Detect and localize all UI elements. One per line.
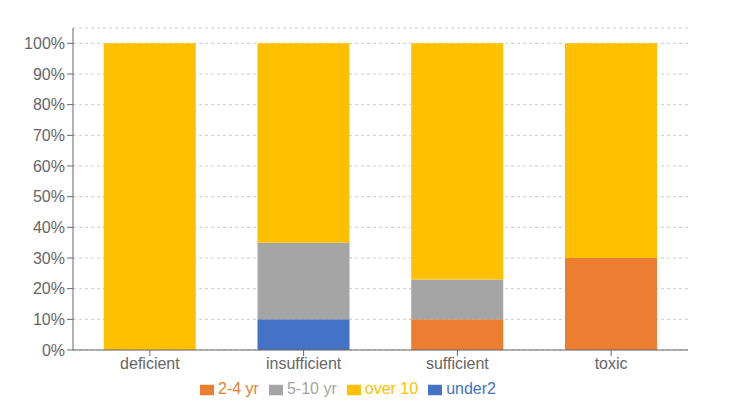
svg-text:20%: 20% xyxy=(33,280,65,297)
html-text:2-4 yr: 2-4 yr xyxy=(218,380,259,397)
svg-text:10%: 10% xyxy=(33,311,65,328)
svg-text:90%: 90% xyxy=(33,66,65,83)
svg-text:50%: 50% xyxy=(33,188,65,205)
svg-text:0%: 0% xyxy=(42,342,65,359)
svg-text:40%: 40% xyxy=(33,219,65,236)
html-text:over 10: over 10 xyxy=(364,380,419,397)
svg-text:60%: 60% xyxy=(33,158,65,175)
svg-text:30%: 30% xyxy=(33,250,65,267)
svg-text:sufficient: sufficient xyxy=(426,355,489,372)
svg-text:80%: 80% xyxy=(33,96,65,113)
html-text:under2: under2 xyxy=(446,380,496,397)
svg-text:100%: 100% xyxy=(24,35,65,52)
svg-text:toxic: toxic xyxy=(595,355,628,372)
svg-text:insufficient: insufficient xyxy=(266,355,342,372)
svg-text:deficient: deficient xyxy=(120,355,180,372)
html-text:5-10 yr: 5-10 yr xyxy=(287,380,337,397)
svg-text:70%: 70% xyxy=(33,127,65,144)
